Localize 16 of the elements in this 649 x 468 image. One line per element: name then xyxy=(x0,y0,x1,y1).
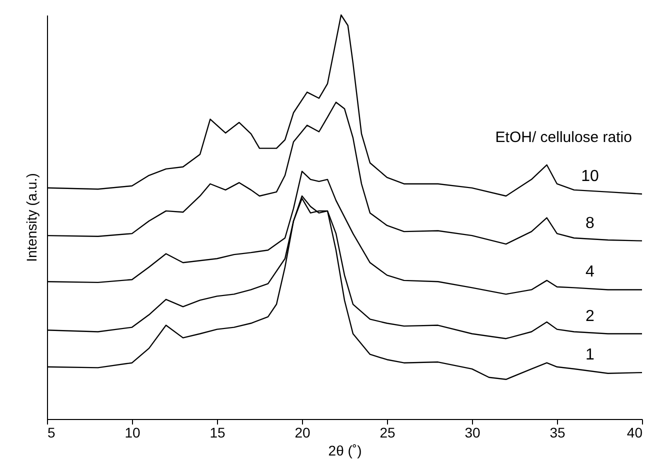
x-tick-label: 35 xyxy=(550,424,566,440)
x-axis-title: 2θ (˚) xyxy=(328,442,362,458)
x-tick-label: 25 xyxy=(380,424,396,440)
x-tick-label: 20 xyxy=(294,424,310,440)
x-tick-label: 15 xyxy=(210,424,226,440)
series-label: 2 xyxy=(586,308,595,325)
series-label: 8 xyxy=(586,214,595,232)
x-tick-label: 40 xyxy=(626,424,643,440)
x-tick-label: 5 xyxy=(48,424,56,440)
legend-title: EtOH/ cellulose ratio xyxy=(495,129,632,146)
series-label: 4 xyxy=(586,264,595,281)
series-label: 10 xyxy=(581,168,599,185)
x-tick-label: 10 xyxy=(124,424,140,440)
series-label: 1 xyxy=(586,346,595,364)
y-axis-title: Intensity (a.u.) xyxy=(24,173,40,262)
x-tick-label: 30 xyxy=(464,424,480,440)
